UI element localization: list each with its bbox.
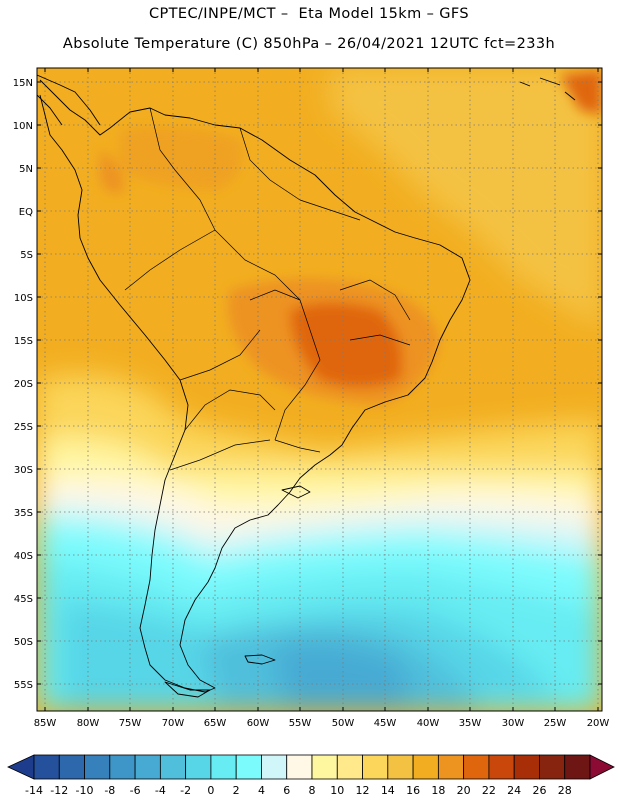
map-title-line-1: CPTEC/INPE/MCT – Eta Model 15km – GFS (148, 6, 470, 22)
colorbar-swatch (159, 754, 187, 780)
lat-label: 40S (14, 551, 33, 562)
colorbar-label: 10 (330, 784, 344, 797)
lon-label: 30W (502, 718, 525, 729)
lon-label: 25W (544, 718, 567, 729)
colorbar-label: 16 (406, 784, 420, 797)
lat-label: 50S (14, 637, 33, 648)
colorbar-label: 14 (381, 784, 395, 797)
lon-label: 50W (332, 718, 355, 729)
colorbar-label: -2 (180, 784, 191, 797)
lon-label: 45W (374, 718, 397, 729)
lat-label: 10S (14, 293, 33, 304)
temperature-field (37, 68, 602, 711)
colorbar-label: 22 (482, 784, 496, 797)
lon-label: 60W (247, 718, 270, 729)
colorbar-label: 2 (233, 784, 240, 797)
colorbar-label: 24 (507, 784, 521, 797)
lake-outline (281, 485, 311, 499)
map-title-line-2: Absolute Temperature (C) 850hPa – 26/04/… (62, 36, 556, 52)
colorbar-min-arrow (7, 754, 35, 780)
lat-label: 15N (13, 78, 33, 89)
colorbar-swatch (336, 754, 363, 780)
lon-label: 65W (204, 718, 227, 729)
colorbar-swatch (286, 754, 313, 780)
colorbar-swatch (387, 754, 414, 780)
colorbar-swatch (185, 754, 212, 780)
lat-label: 15S (14, 336, 33, 347)
colorbar-label: -8 (104, 784, 115, 797)
colorbar-label: -4 (155, 784, 166, 797)
colorbar-label: -12 (50, 784, 68, 797)
colorbar-label: 0 (207, 784, 214, 797)
colorbar-swatch (513, 754, 540, 780)
colorbar-label: 8 (309, 784, 316, 797)
lat-label: 45S (14, 594, 33, 605)
colorbar-swatch (437, 754, 465, 780)
colorbar-swatch (261, 754, 288, 780)
lon-label: 80W (77, 718, 100, 729)
temperature-colorbar: -14 -12 -10 -8 -6 -4 -2 0 2 4 6 8 10 12 14 16 18 20 22 24 26… (7, 754, 615, 797)
lon-label: 70W (162, 718, 185, 729)
colorbar-label: 20 (457, 784, 471, 797)
colorbar-swatch (539, 754, 566, 780)
colorbar-label: 4 (258, 784, 265, 797)
colorbar-label: 6 (283, 784, 290, 797)
lon-label: 85W (34, 718, 57, 729)
colorbar-swatch (109, 754, 136, 780)
lat-label: 30S (14, 465, 33, 476)
colorbar-swatch (362, 754, 389, 780)
colorbar-label: 12 (356, 784, 370, 797)
colorbar-swatch (311, 754, 338, 780)
central-america-coastline (37, 74, 101, 126)
lat-label: 20S (14, 379, 33, 390)
lat-label: 10N (13, 121, 33, 132)
colorbar-swatch (84, 754, 111, 780)
colorbar-label: -6 (130, 784, 141, 797)
lat-label: EQ (19, 207, 33, 218)
colorbar-swatch (33, 754, 60, 780)
colorbar-max-arrow (589, 754, 615, 780)
falkland-islands (244, 654, 276, 665)
colorbar-swatch (235, 754, 262, 780)
country-borders (124, 107, 411, 471)
lon-label: 75W (119, 718, 142, 729)
colorbar-swatch (134, 754, 161, 780)
latitude-axis: 15N 10N 5N EQ 5S 10S 15S 20S 25S 30S 35S 40S 45S 50S 5… (13, 78, 602, 691)
colorbar-label: -14 (25, 784, 43, 797)
lon-label: 20W (587, 718, 610, 729)
caribbean-islands (519, 77, 576, 101)
longitude-axis: 85W 80W 75W 70W 65W 60W 55W 50W 45W 40W 35W 30W 25W 2… (34, 68, 610, 729)
lon-label: 35W (459, 718, 482, 729)
lat-label: 35S (14, 508, 33, 519)
map-frame (36, 67, 603, 712)
colorbar-swatch (488, 754, 515, 780)
colorbar-swatch (210, 754, 237, 780)
lat-label: 55S (14, 680, 33, 691)
colorbar-label: 18 (431, 784, 445, 797)
colorbar-label: -10 (76, 784, 94, 797)
colorbar-swatch (463, 754, 490, 780)
lon-label: 40W (417, 718, 440, 729)
colorbar-label: 26 (532, 784, 546, 797)
lon-label: 55W (289, 718, 312, 729)
lat-label: 5S (20, 250, 33, 261)
colorbar-label: 28 (558, 784, 572, 797)
colorbar-swatch (564, 754, 591, 780)
colorbar-swatch (412, 754, 439, 780)
colorbar-swatch (58, 754, 85, 780)
lat-label: 5N (19, 164, 33, 175)
lat-label: 25S (14, 422, 33, 433)
tierra-del-fuego (164, 681, 211, 698)
graticule (37, 68, 602, 711)
